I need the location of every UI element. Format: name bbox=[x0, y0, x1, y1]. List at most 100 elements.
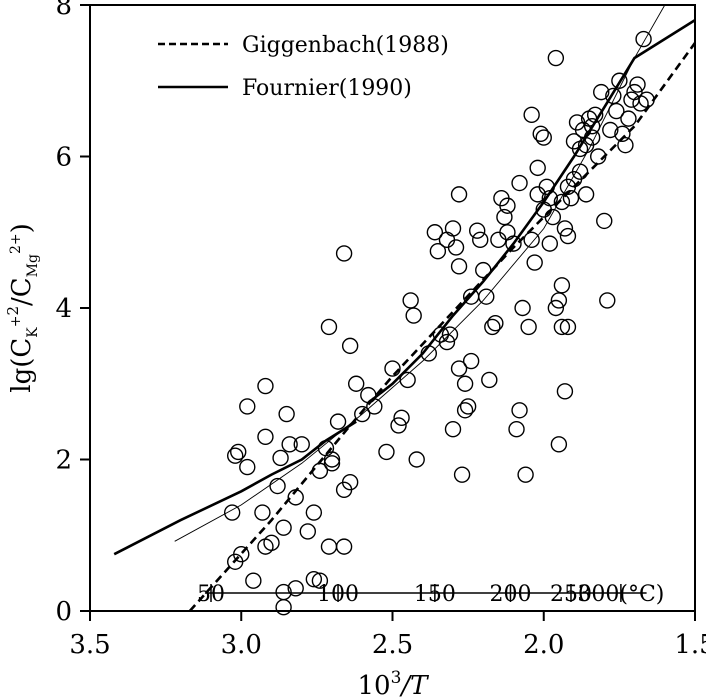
data-point-91 bbox=[577, 186, 595, 203]
data-point-52 bbox=[456, 402, 474, 419]
data-point-94 bbox=[586, 106, 604, 124]
data-point-37 bbox=[393, 409, 410, 427]
data-point-45 bbox=[438, 333, 456, 351]
data-point-135 bbox=[499, 197, 516, 214]
data-point-27 bbox=[320, 318, 338, 336]
data-point-28 bbox=[335, 245, 353, 262]
data-point-0 bbox=[223, 504, 241, 521]
data-point-56 bbox=[469, 222, 486, 239]
data-point-61 bbox=[484, 318, 501, 336]
x-tick-label-2: 2.5 bbox=[372, 630, 413, 660]
data-point-77 bbox=[538, 178, 555, 196]
data-point-108 bbox=[629, 76, 646, 93]
data-point-115 bbox=[529, 159, 546, 177]
legend-label-giggenbach: Giggenbach(1988) bbox=[242, 33, 449, 58]
data-point-110 bbox=[635, 30, 652, 48]
data-point-137 bbox=[541, 189, 558, 207]
fournier-line-segment-0 bbox=[113, 420, 357, 556]
data-point-26 bbox=[341, 474, 359, 491]
data-point-80 bbox=[547, 299, 565, 317]
data-point-128 bbox=[287, 580, 304, 597]
data-point-102 bbox=[611, 72, 628, 89]
data-point-71 bbox=[517, 466, 534, 483]
data-point-66 bbox=[499, 224, 516, 241]
data-point-123 bbox=[450, 186, 468, 203]
y-tick-label-1: 2 bbox=[55, 446, 72, 476]
data-point-101 bbox=[608, 102, 625, 120]
data-point-117 bbox=[556, 383, 574, 400]
data-point-53 bbox=[459, 398, 477, 415]
data-point-54 bbox=[462, 352, 480, 370]
data-point-70 bbox=[514, 299, 531, 317]
data-point-113 bbox=[535, 129, 552, 146]
data-point-73 bbox=[523, 231, 540, 249]
data-point-118 bbox=[550, 436, 568, 453]
data-point-11 bbox=[275, 519, 292, 536]
temperature-label-4: 250 bbox=[550, 582, 592, 607]
data-point-31 bbox=[354, 405, 371, 423]
data-point-59 bbox=[478, 288, 495, 305]
data-point-72 bbox=[520, 318, 537, 336]
y-tick-label-4: 8 bbox=[55, 0, 72, 21]
data-point-12 bbox=[278, 405, 295, 423]
data-point-139 bbox=[559, 178, 577, 196]
data-layer bbox=[113, 4, 697, 616]
data-point-130 bbox=[311, 572, 329, 589]
temperature-label-2: 150 bbox=[414, 582, 456, 607]
data-point-131 bbox=[245, 572, 262, 589]
data-point-78 bbox=[541, 235, 558, 252]
data-point-124 bbox=[429, 242, 447, 260]
data-point-62 bbox=[487, 314, 504, 332]
data-point-125 bbox=[438, 231, 456, 249]
data-point-51 bbox=[456, 375, 474, 392]
legend: Giggenbach(1988) Fournier(1990) bbox=[158, 33, 449, 101]
data-point-1 bbox=[226, 447, 244, 464]
data-point-79 bbox=[544, 208, 562, 226]
data-point-100 bbox=[605, 87, 622, 105]
data-point-105 bbox=[620, 110, 637, 127]
data-point-85 bbox=[562, 189, 580, 207]
data-point-35 bbox=[384, 360, 401, 377]
data-point-10 bbox=[272, 449, 289, 467]
data-point-68 bbox=[508, 421, 525, 438]
data-point-58 bbox=[475, 261, 492, 279]
temperature-label-3: 200 bbox=[489, 582, 531, 607]
data-point-119 bbox=[559, 318, 577, 336]
data-point-13 bbox=[281, 436, 298, 453]
data-point-32 bbox=[360, 386, 377, 404]
data-point-9 bbox=[269, 477, 286, 495]
data-point-98 bbox=[599, 292, 616, 309]
data-point-81 bbox=[550, 292, 568, 309]
x-tick-label-3: 2.0 bbox=[523, 630, 564, 660]
data-point-23 bbox=[329, 413, 347, 430]
data-point-129 bbox=[305, 570, 323, 588]
data-point-43 bbox=[426, 224, 444, 241]
data-point-103 bbox=[614, 125, 631, 142]
x-axis-title: 103/T bbox=[357, 668, 429, 699]
data-point-39 bbox=[402, 292, 419, 309]
data-point-121 bbox=[444, 421, 462, 438]
x-axis-title-sup: 3 bbox=[391, 668, 402, 688]
data-point-140 bbox=[571, 163, 589, 180]
data-point-116 bbox=[523, 106, 540, 124]
data-point-134 bbox=[257, 538, 274, 555]
data-point-2 bbox=[230, 443, 247, 461]
data-point-47 bbox=[444, 220, 462, 237]
data-point-104 bbox=[617, 136, 634, 154]
data-point-114 bbox=[532, 125, 549, 142]
data-point-99 bbox=[602, 121, 619, 139]
y-tick-label-0: 0 bbox=[55, 597, 72, 627]
x-tick-label-4: 1.5 bbox=[674, 630, 706, 660]
data-point-65 bbox=[496, 208, 513, 226]
data-point-42 bbox=[420, 345, 437, 362]
y-tick-label-2: 4 bbox=[55, 294, 72, 324]
data-point-111 bbox=[638, 91, 655, 108]
data-point-84 bbox=[559, 227, 577, 245]
data-point-74 bbox=[526, 254, 543, 271]
data-point-49 bbox=[450, 258, 468, 275]
data-point-69 bbox=[511, 402, 528, 419]
temperature-label-5: 300(°C) bbox=[577, 582, 664, 607]
data-point-20 bbox=[320, 538, 338, 555]
